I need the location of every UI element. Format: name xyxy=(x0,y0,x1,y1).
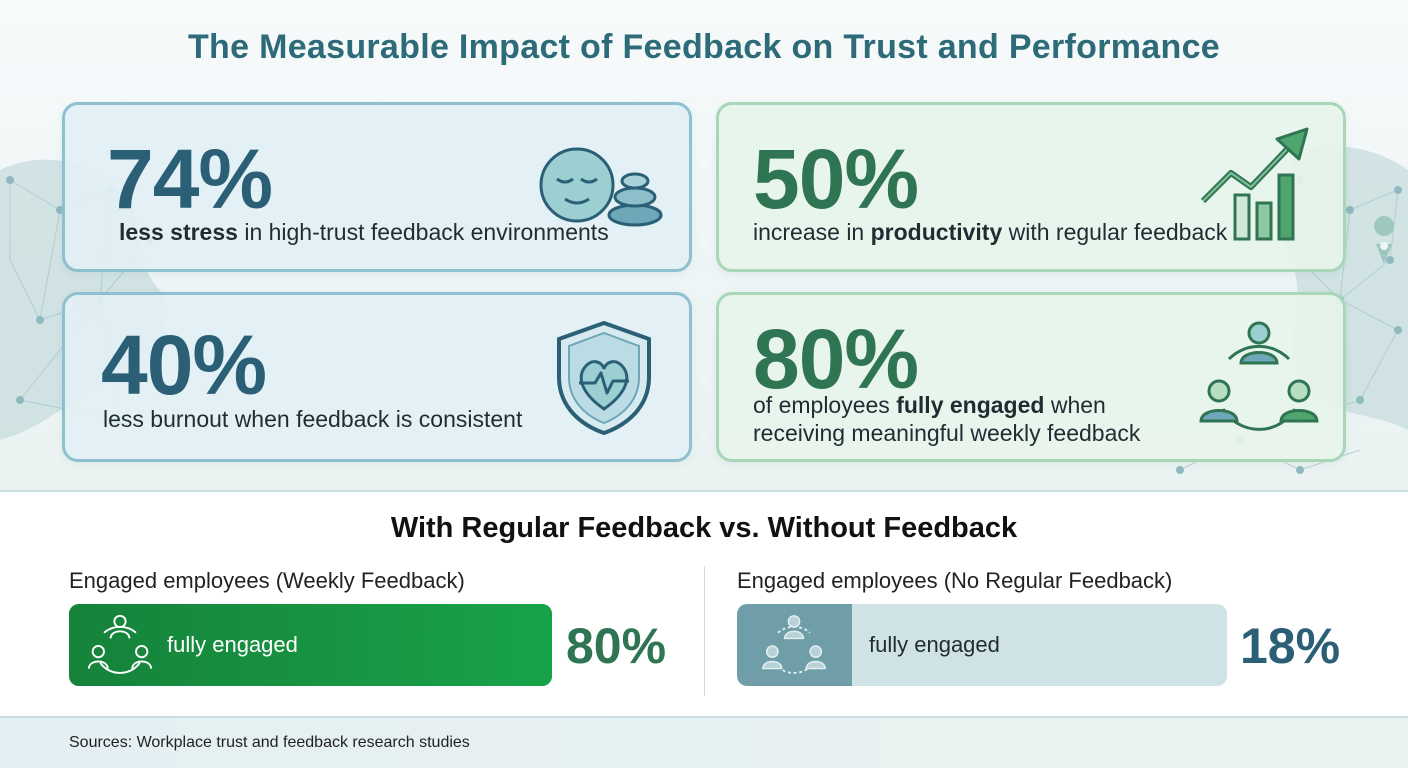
stat-card-engagement: 80% of employees fully engaged when rece… xyxy=(716,292,1346,462)
stat-text: when xyxy=(1044,392,1106,418)
stat-highlight: productivity xyxy=(870,219,1003,245)
without-feedback-label: Engaged employees (No Regular Feedback) xyxy=(737,568,1173,593)
comparison-divider xyxy=(704,566,705,696)
stat-text: with regular feedback xyxy=(1002,219,1228,245)
location-pin-icon xyxy=(1374,216,1395,264)
without-feedback-bar: fully engaged xyxy=(737,604,1227,686)
footer: Sources: Workplace trust and feedback re… xyxy=(0,716,1408,768)
stat-value: 40% xyxy=(101,318,267,412)
stat-highlight: less stress xyxy=(119,219,238,245)
comparison-title: With Regular Feedback vs. Without Feedba… xyxy=(390,512,1018,544)
without-feedback-bar-text: fully engaged xyxy=(869,632,1000,657)
with-feedback-bar-fill xyxy=(69,604,552,686)
stat-description: less burnout when feedback is consistent xyxy=(103,406,523,432)
with-feedback-bar-text: fully engaged xyxy=(167,632,298,657)
section-divider xyxy=(0,490,1408,492)
stat-card-burnout: 40% less burnout when feedback is consis… xyxy=(62,292,692,462)
without-feedback-percent: 18% xyxy=(1240,618,1341,674)
stat-text-line2: receiving meaningful weekly feedback xyxy=(753,420,1141,446)
with-feedback-label: Engaged employees (Weekly Feedback) xyxy=(69,568,465,593)
stat-card-stress: 74% less stress in high-trust feedback e… xyxy=(62,102,692,272)
with-feedback-percent: 80% xyxy=(566,618,667,674)
team-cycle-icon xyxy=(1199,321,1319,431)
growth-chart-arrow-icon xyxy=(1200,127,1309,241)
stat-description: of employees fully engaged when receivin… xyxy=(753,391,1140,447)
heart-shield-icon xyxy=(557,320,651,436)
stat-value: 80% xyxy=(753,312,919,406)
sources-text: Sources: Workplace trust and feedback re… xyxy=(69,734,470,751)
team-cycle-icon xyxy=(87,614,153,674)
stat-value: 50% xyxy=(753,132,919,226)
stat-text-pre: of employees xyxy=(753,392,897,418)
stat-highlight: fully engaged xyxy=(896,392,1045,418)
calm-face-stones-icon xyxy=(539,147,663,227)
stat-text-pre: increase in xyxy=(753,219,871,245)
stat-text: in high-trust feedback environments xyxy=(237,219,609,245)
stat-description: less stress in high-trust feedback envir… xyxy=(119,218,609,246)
page-title: The Measurable Impact of Feedback on Tru… xyxy=(187,28,1220,66)
team-cycle-icon xyxy=(762,615,826,674)
stat-description: increase in productivity with regular fe… xyxy=(753,218,1227,246)
stat-card-productivity: 50% increase in productivity with regula… xyxy=(716,102,1346,272)
stat-value: 74% xyxy=(107,132,273,226)
with-feedback-bar: fully engaged xyxy=(69,604,552,686)
